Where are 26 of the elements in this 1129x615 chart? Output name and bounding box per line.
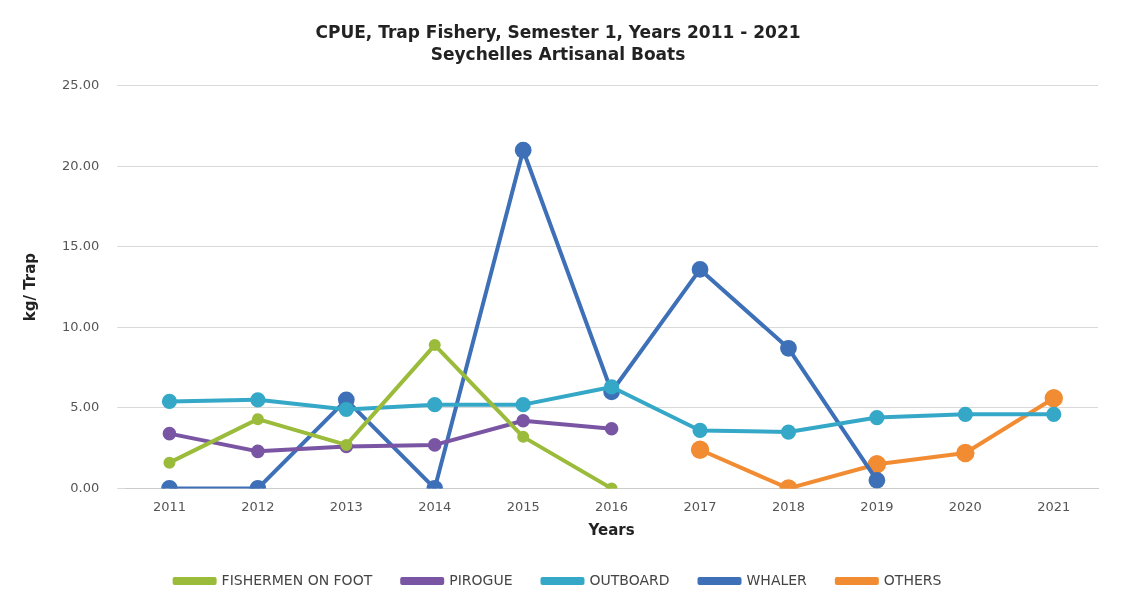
x-tick-label: 2018 [771, 498, 806, 514]
y-axis-title: kg/ Trap [20, 252, 39, 322]
legend-label: OUTBOARD [589, 571, 670, 588]
x-tick-label: 2011 [152, 498, 186, 514]
x-tick-label: 2016 [595, 498, 629, 514]
x-tick-label: 2019 [860, 498, 894, 514]
x-tick-label: 2021 [1037, 498, 1071, 514]
y-tick-label: 20.00 [62, 157, 100, 173]
legend-label: FISHERMEN ON FOOT [221, 571, 373, 588]
chart-title: CPUE, Trap Fishery, Semester 1, Years 2011 - 2021 [315, 21, 801, 42]
legend-label: WHALER [746, 571, 808, 588]
x-tick-label: 2012 [241, 498, 275, 514]
x-tick-label: 2013 [329, 498, 363, 514]
legend-label: OTHERS [883, 571, 942, 588]
x-tick-label: 2017 [683, 498, 717, 514]
x-axis-title: Years [587, 520, 635, 539]
x-tick-label: 2014 [418, 498, 452, 514]
y-tick-label: 5.00 [70, 399, 100, 415]
y-tick-label: 25.00 [62, 77, 100, 93]
y-tick-label: 10.00 [62, 318, 100, 334]
legend-label: PIROGUE [449, 571, 513, 588]
x-tick-label: 2015 [506, 498, 540, 514]
x-tick-label: 2020 [948, 498, 982, 514]
y-tick-label: 15.00 [62, 238, 100, 254]
y-tick-label: 0.00 [70, 479, 100, 495]
chart-subtitle: Seychelles Artisanal Boats [430, 44, 686, 65]
